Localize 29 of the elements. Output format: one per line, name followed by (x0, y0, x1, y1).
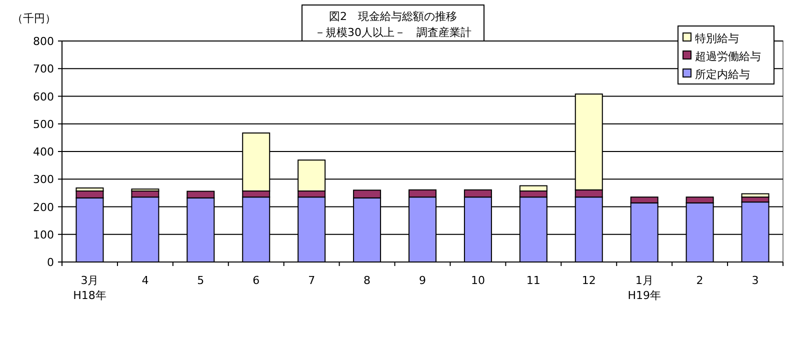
x-tick-label: 6 (252, 274, 260, 287)
x-tick-label: 5 (197, 274, 204, 287)
x-tick-label: 1月 H19年 (628, 274, 661, 302)
legend-label: 特別給与 (695, 32, 739, 45)
chart-subtitle: －規模30人以上－ 調査産業計 (314, 26, 472, 39)
x-tick-label: 8 (364, 274, 371, 287)
y-tick-label: 800 (33, 35, 54, 48)
y-tick-label: 600 (33, 90, 54, 104)
y-axis-title: （千円） (12, 12, 56, 25)
x-tick-label: 7 (308, 274, 316, 287)
x-tick-label: 3 (752, 274, 759, 287)
x-tick-label: 11 (526, 274, 540, 287)
y-tick-label: 500 (33, 118, 54, 131)
y-tick-label: 300 (33, 173, 54, 186)
x-tick-label: 9 (419, 274, 426, 287)
y-tick-label: 400 (33, 146, 54, 158)
x-tick-label: 3月 H18年 (73, 274, 106, 302)
y-tick-label: 200 (33, 200, 54, 214)
y-tick-label: 100 (33, 228, 54, 242)
x-tick-label: 12 (582, 274, 596, 287)
title-box: 図2 現金給与総額の推移 －規模30人以上－ 調査産業計 (302, 4, 484, 42)
chart-title: 図2 現金給与総額の推移 (329, 10, 457, 23)
x-tick-label: 4 (142, 274, 149, 287)
y-tick-label: 0 (47, 256, 54, 269)
legend-label: 所定内給与 (695, 68, 750, 81)
legend-label: 超過労働給与 (695, 50, 761, 63)
y-tick-label: 700 (33, 62, 54, 76)
x-tick-label: 2 (696, 274, 704, 287)
x-tick-label: 10 (470, 274, 485, 287)
